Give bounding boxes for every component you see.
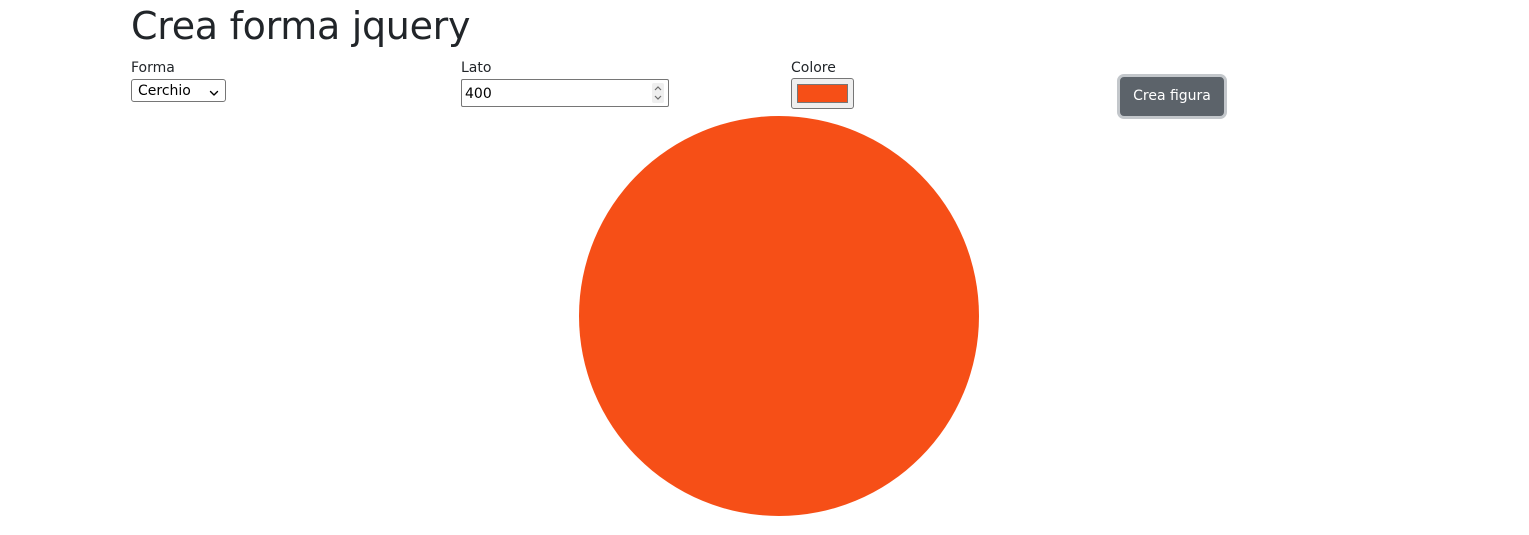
color-picker[interactable] [791, 78, 854, 109]
color-swatch [797, 84, 848, 103]
chevron-down-icon[interactable] [653, 94, 663, 101]
shape-label: Forma [131, 60, 175, 76]
chevron-up-icon[interactable] [653, 85, 663, 92]
create-figure-button-label: Crea figura [1133, 88, 1211, 104]
page-title: Crea forma jquery [131, 4, 471, 48]
color-label: Colore [791, 60, 836, 76]
shape-select[interactable]: Cerchio [131, 79, 226, 102]
chevron-down-icon [208, 84, 220, 96]
shape-select-value: Cerchio [138, 83, 191, 99]
number-spinner[interactable] [652, 83, 664, 103]
side-number-input[interactable]: 400 [461, 79, 669, 107]
create-figure-button[interactable]: Crea figura [1117, 74, 1227, 119]
side-label: Lato [461, 60, 492, 76]
rendered-circle-shape [579, 116, 979, 516]
side-input-value: 400 [465, 86, 492, 102]
